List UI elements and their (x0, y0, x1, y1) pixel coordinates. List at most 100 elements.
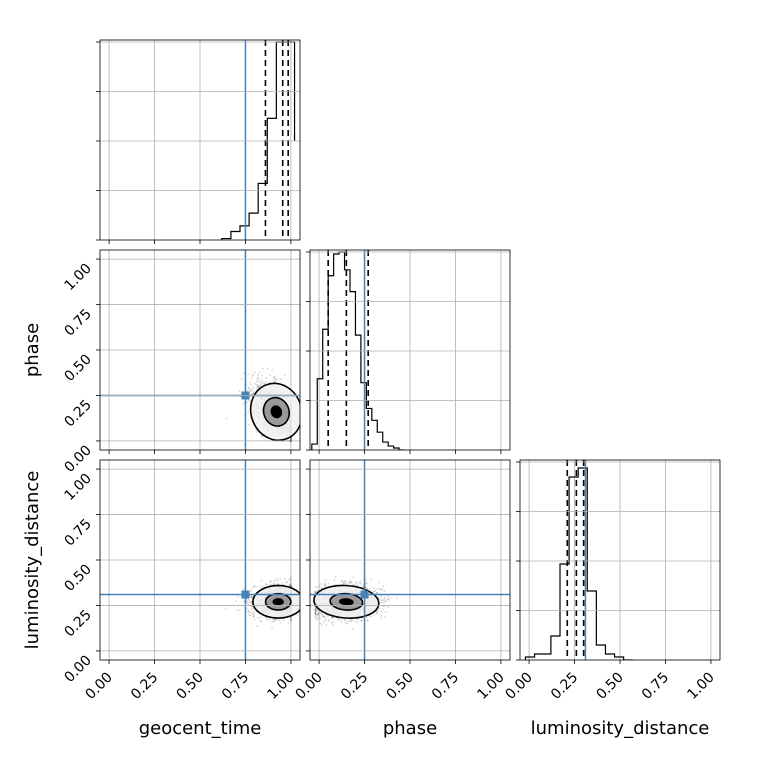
sample-point (250, 600, 253, 603)
panel-luminosity_distance-vs-phase (306, 459, 511, 664)
sample-point (236, 609, 239, 611)
sample-point (251, 613, 254, 615)
sample-point (289, 579, 292, 582)
contour-2 (252, 584, 300, 619)
panel-luminosity_distance-vs-luminosity_distance (516, 459, 721, 664)
sample-point (354, 581, 357, 584)
sample-point (290, 584, 292, 586)
sample-point (235, 600, 238, 602)
sample-point (261, 367, 264, 370)
panel-content (311, 250, 405, 450)
sample-point (344, 582, 347, 585)
sample-point (380, 601, 383, 604)
x-tick-label: 0.75 (429, 670, 462, 703)
sample-point (248, 614, 251, 617)
panel-phase-vs-geocent_time (96, 249, 301, 454)
sample-point (327, 582, 330, 585)
sample-point (252, 392, 255, 395)
sample-point (288, 584, 291, 586)
contour-1 (262, 396, 291, 427)
sample-point (386, 598, 389, 601)
sample-point (314, 608, 317, 610)
sample-point (372, 587, 375, 590)
sample-point (352, 583, 355, 586)
sample-point (254, 585, 257, 588)
sample-point (380, 595, 383, 597)
sample-point (257, 372, 260, 375)
sample-point (315, 614, 318, 616)
sample-point (290, 576, 292, 579)
sample-point (250, 596, 252, 599)
sample-point (314, 590, 317, 593)
sample-point (248, 399, 251, 402)
sample-point (366, 587, 369, 590)
sample-point (387, 599, 390, 601)
sample-point (320, 583, 323, 585)
sample-point (316, 612, 319, 615)
sample-point (382, 602, 385, 604)
sample-point (268, 584, 271, 586)
sample-point (273, 377, 276, 380)
sample-point (248, 611, 251, 614)
sample-point (290, 619, 292, 621)
panel-frame (309, 249, 511, 451)
sample-point (257, 377, 259, 380)
sample-point (285, 581, 287, 584)
x-tick-label: 0.50 (173, 670, 206, 703)
sample-point (323, 582, 326, 584)
y-tick-label: 0.00 (61, 442, 94, 475)
sample-point (314, 615, 317, 618)
sample-point (238, 390, 241, 392)
sample-point (255, 384, 258, 387)
sample-point (340, 620, 343, 623)
sample-point (328, 618, 331, 621)
sample-point (323, 619, 326, 622)
sample-point (315, 609, 318, 612)
y-tick-label: 0.50 (61, 352, 94, 385)
sample-point (250, 388, 253, 390)
sample-point (277, 583, 280, 586)
x-tick-label: 0.25 (548, 670, 581, 703)
sample-point (343, 618, 346, 621)
sample-point (387, 595, 389, 598)
density-peak (339, 598, 354, 606)
sample-point (252, 584, 255, 587)
sample-point (388, 597, 391, 600)
sample-point (250, 595, 253, 598)
sample-point (356, 582, 358, 585)
sample-point (343, 580, 346, 583)
sample-point (238, 609, 241, 612)
sample-point (382, 608, 385, 610)
sample-point (346, 622, 349, 625)
panel-content (100, 250, 300, 450)
sample-point (260, 579, 263, 582)
panel-frame (99, 39, 301, 241)
sample-point (273, 375, 276, 378)
sample-point (280, 378, 282, 380)
sample-point (314, 609, 317, 612)
sample-point (249, 400, 252, 403)
sample-point (373, 614, 376, 617)
sample-point (236, 596, 239, 598)
x-tick-label: 0.00 (503, 670, 536, 703)
sample-point (290, 582, 292, 585)
sample-point (252, 374, 254, 377)
y-tick-label: 0.25 (61, 607, 94, 640)
sample-point (365, 582, 368, 585)
sample-point (272, 379, 275, 382)
histogram-phase (311, 251, 405, 450)
sample-point (331, 617, 334, 619)
x-tick-label: 1.00 (684, 670, 717, 703)
panel-content (100, 460, 300, 660)
sample-point (321, 615, 324, 617)
sample-point (246, 401, 248, 404)
sample-point (254, 618, 256, 621)
sample-point (365, 582, 368, 585)
sample-point (314, 612, 317, 615)
sample-point (279, 578, 282, 581)
sample-point (314, 612, 317, 615)
y-tick-label: 0.75 (61, 516, 94, 549)
sample-point (346, 620, 349, 623)
sample-point (259, 370, 261, 373)
x-tick-label: 0.25 (338, 670, 371, 703)
